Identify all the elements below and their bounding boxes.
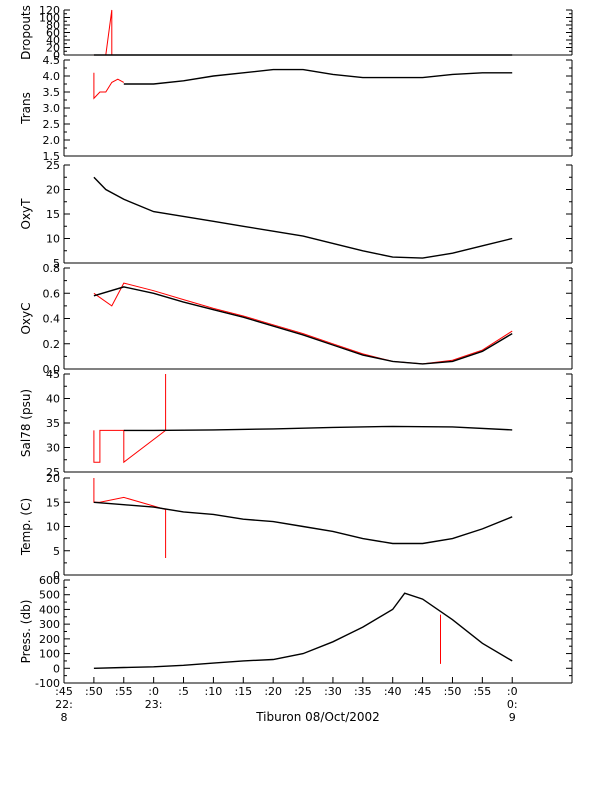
- series-line-0: [93, 72, 125, 100]
- panel-5: Temp. (C) 0 5 10 15 20: [19, 472, 573, 582]
- x-axis-title: Tiburon 08/Oct/2002: [255, 710, 380, 724]
- y-tick-label: 600: [39, 574, 60, 587]
- y-tick-label: 0: [53, 662, 60, 675]
- y-tick-label: 5: [53, 545, 60, 558]
- x-tick-label: :30: [324, 685, 342, 698]
- panel-3: OxyC 0.0 0.2 0.4 0.6 0.8: [19, 262, 573, 376]
- x-tick-label-hour: 22:: [55, 698, 73, 711]
- y-tick-label: 45: [46, 368, 60, 381]
- y-tick-label: 10: [46, 233, 60, 246]
- y-tick-label: 40: [46, 34, 60, 47]
- series-line-0: [93, 176, 513, 259]
- x-tick-label-day: 8: [61, 711, 68, 724]
- y-tick-label: 120: [39, 4, 60, 17]
- y-tick-label: 4.5: [43, 54, 61, 67]
- panel-2: OxyT 5 10 15 20 25: [19, 159, 573, 270]
- y-tick-label: 400: [39, 603, 60, 616]
- series-line-1: [123, 425, 513, 432]
- y-tick-label: 2.0: [43, 134, 61, 147]
- y-axis-title: OxyC: [19, 302, 33, 334]
- y-tick-label: 1.5: [43, 150, 61, 163]
- panel-1: Trans 1.5 2.0 2.5 3.0 3.5 4.0 4.5: [19, 54, 573, 163]
- series-line-1: [123, 68, 513, 85]
- y-tick-label: 2.5: [43, 118, 61, 131]
- y-tick-label: 25: [46, 159, 60, 172]
- x-tick-label: :20: [264, 685, 282, 698]
- y-tick-label: 5: [53, 257, 60, 270]
- y-tick-label: 300: [39, 618, 60, 631]
- x-tick-label: :35: [354, 685, 372, 698]
- y-tick-label: 0: [53, 569, 60, 582]
- x-tick-label: :25: [294, 685, 312, 698]
- y-tick-label: 80: [46, 19, 60, 32]
- y-axis-title: Dropouts: [19, 5, 33, 60]
- y-tick-label: 10: [46, 521, 60, 534]
- x-tick-label: :45: [414, 685, 432, 698]
- x-tick-label: :0: [148, 685, 159, 698]
- y-tick-label: 25: [46, 466, 60, 479]
- y-tick-label: 0.6: [43, 287, 61, 300]
- y-tick-label: 0.8: [43, 262, 61, 275]
- y-tick-label: 20: [46, 472, 60, 485]
- x-tick-label: :55: [474, 685, 492, 698]
- y-tick-label: 35: [46, 417, 60, 430]
- y-tick-label: 20: [46, 184, 60, 197]
- y-tick-label: 200: [39, 633, 60, 646]
- panel-4: Sal78 (psu) 25 30 35 40 45: [19, 368, 573, 479]
- y-tick-label: 30: [46, 442, 60, 455]
- y-tick-label: 100: [39, 648, 60, 661]
- y-axis-title: Press. (db): [19, 600, 33, 664]
- y-tick-label: 0.2: [43, 338, 61, 351]
- y-tick-label: 20: [46, 42, 60, 55]
- y-tick-label: 3.0: [43, 102, 61, 115]
- x-tick-label: :55: [115, 685, 133, 698]
- x-tick-label-hour: 0:: [507, 698, 518, 711]
- x-tick-label: :0: [507, 685, 518, 698]
- y-tick-label: 15: [46, 496, 60, 509]
- x-tick-label-hour: 23:: [145, 698, 163, 711]
- x-tick-label: :50: [444, 685, 462, 698]
- y-tick-label: 4.0: [43, 70, 61, 83]
- chart-panels: Dropouts 020406080100120Trans1.52.02.53.0…: [19, 4, 573, 690]
- y-tick-label: 3.5: [43, 86, 61, 99]
- x-tick-label: :5: [178, 685, 189, 698]
- series-line-1: [93, 592, 513, 669]
- y-axis-title: Trans: [19, 92, 33, 125]
- x-tick-label: :40: [384, 685, 402, 698]
- y-tick-label: 0.4: [43, 313, 61, 326]
- y-tick-label: 0: [53, 49, 60, 62]
- x-tick-label: :50: [85, 685, 103, 698]
- y-tick-label: 40: [46, 393, 60, 406]
- series-line-1: [93, 501, 513, 545]
- y-tick-label: 60: [46, 27, 60, 40]
- y-tick-label: 500: [39, 589, 60, 602]
- x-tick-label: :45: [55, 685, 73, 698]
- y-tick-label: -100: [35, 677, 60, 690]
- y-axis-title: Sal78 (psu): [19, 389, 33, 457]
- series-line-1: [93, 286, 513, 365]
- x-axis: :4522:8:50:55:023::5:10:15:20:25:30:35:4…: [55, 677, 518, 724]
- x-tick-label: :10: [205, 685, 223, 698]
- y-tick-label: 0.0: [43, 363, 61, 376]
- y-tick-label: 100: [39, 12, 60, 25]
- x-tick-label: :15: [234, 685, 252, 698]
- y-axis-title: Temp. (C): [19, 498, 33, 556]
- y-axis-title: OxyT: [19, 198, 33, 230]
- y-tick-label: 15: [46, 208, 60, 221]
- x-tick-label-day: 9: [509, 711, 516, 724]
